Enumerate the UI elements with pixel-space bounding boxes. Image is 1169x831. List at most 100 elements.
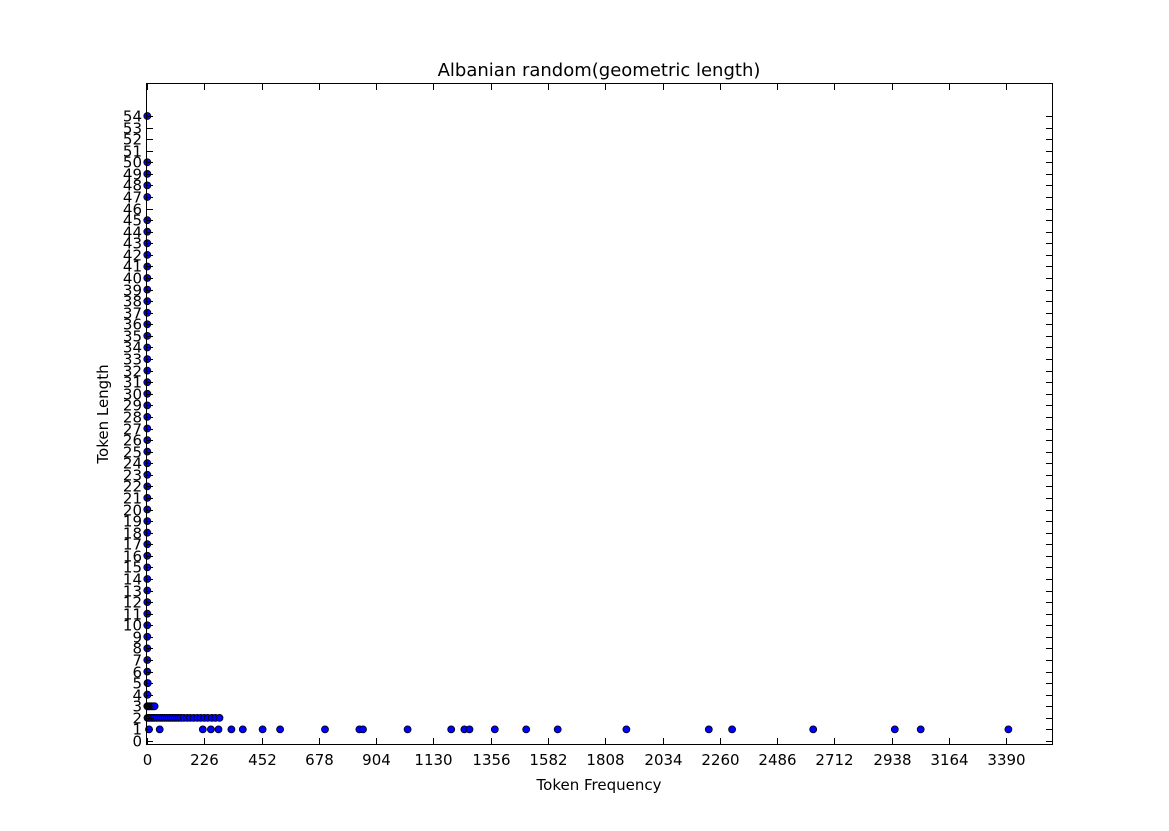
x-tick-label: 226 [190, 751, 219, 769]
y-tick-label: 26 [123, 432, 142, 450]
data-point [728, 725, 736, 734]
y-tick-label: 33 [123, 351, 142, 369]
data-point [490, 725, 499, 734]
y-tick-label: 24 [123, 455, 142, 473]
y-tick-label: 48 [123, 177, 142, 195]
x-tick-label: 1808 [586, 751, 624, 769]
data-point [143, 366, 152, 375]
y-tick-label: 52 [123, 131, 142, 149]
data-point [143, 505, 152, 514]
x-tick-label: 0 [143, 751, 153, 769]
y-tick-label: 31 [123, 374, 142, 392]
x-tick-label: 904 [362, 751, 391, 769]
data-point [143, 424, 152, 433]
data-point [143, 609, 152, 618]
x-ticks: 0 226 452 678 904 1130 1356 1582 1808 2034 2260 248… [143, 84, 1026, 769]
data-point [276, 725, 285, 734]
y-tick-label: 54 [123, 108, 142, 126]
data-point [143, 389, 152, 398]
y-tick-label: 22 [123, 478, 142, 496]
data-point [227, 725, 236, 734]
data-point [143, 227, 152, 236]
x-tick-label: 3164 [930, 751, 968, 769]
y-tick-label: 27 [123, 421, 142, 439]
data-point [143, 586, 152, 595]
x-axis-label: Token Frequency [536, 776, 662, 794]
data-point [206, 725, 215, 734]
y-tick-label: 16 [123, 548, 142, 566]
y-tick-label: 37 [123, 305, 142, 323]
y-tick-label: 38 [123, 293, 142, 311]
data-point [916, 725, 925, 734]
x-tick-label: 3390 [987, 751, 1025, 769]
data-point [890, 725, 899, 734]
data-point [143, 308, 152, 317]
y-tick-label: 4 [132, 687, 142, 705]
y-tick-label: 53 [123, 120, 142, 138]
data-point [198, 725, 207, 734]
y-tick-label: 51 [123, 143, 142, 161]
y-tick-label: 12 [123, 594, 142, 612]
x-tick-label: 2486 [758, 751, 796, 769]
y-tick-label: 14 [123, 571, 142, 589]
y-tick-label: 23 [123, 467, 142, 485]
x-tick-label: 2260 [701, 751, 739, 769]
y-tick-label: 1 [132, 721, 142, 739]
points-layer [143, 112, 1013, 734]
y-tick-label: 17 [123, 536, 142, 554]
data-point [143, 528, 152, 537]
y-tick-label: 9 [132, 629, 142, 647]
data-point [215, 714, 224, 722]
data-point [321, 725, 329, 734]
x-tick-label: 2938 [873, 751, 911, 769]
data-point [809, 725, 818, 734]
y-tick-label: 10 [123, 617, 142, 635]
data-point [143, 551, 152, 560]
data-point [143, 690, 152, 699]
data-point [238, 725, 247, 734]
y-tick-label: 45 [123, 212, 142, 230]
data-point [704, 725, 713, 734]
y-tick-label: 19 [123, 513, 142, 531]
x-tick-label: 2712 [815, 751, 853, 769]
y-tick-label: 28 [123, 409, 142, 427]
data-point [143, 285, 152, 294]
y-tick-label: 20 [123, 502, 142, 520]
data-point [214, 725, 223, 734]
data-point [359, 725, 367, 734]
y-tick-label: 46 [123, 201, 142, 219]
y-tick-label: 11 [123, 606, 142, 624]
y-tick-label: 34 [123, 339, 142, 357]
data-point [622, 725, 631, 734]
data-point [143, 412, 152, 421]
data-point [143, 493, 152, 502]
data-point [143, 470, 152, 479]
y-tick-label: 41 [123, 258, 142, 276]
data-point [143, 632, 152, 641]
y-tick-label: 8 [132, 640, 142, 658]
data-point [1004, 725, 1013, 734]
y-tick-label: 18 [123, 525, 142, 543]
data-point [522, 725, 531, 734]
y-tick-label: 3 [132, 698, 142, 716]
y-tick-label: 40 [123, 270, 142, 288]
y-tick-label: 39 [123, 282, 142, 300]
data-point [465, 725, 474, 734]
y-ticks: 0123456789101112131415161718192021222324… [123, 108, 1052, 751]
x-tick-label: 452 [248, 751, 277, 769]
data-point [143, 169, 152, 178]
y-axis-label: Token Length [94, 364, 112, 464]
y-tick-label: 30 [123, 386, 142, 404]
y-tick-label: 32 [123, 363, 142, 381]
y-tick-label: 44 [123, 224, 142, 242]
x-tick-label: 1130 [414, 751, 452, 769]
y-tick-label: 0 [132, 733, 142, 751]
y-tick-label: 25 [123, 444, 142, 462]
data-point [447, 725, 456, 734]
y-tick-label: 15 [123, 559, 142, 577]
y-tick-label: 6 [132, 664, 142, 682]
x-tick-label: 1356 [472, 751, 510, 769]
